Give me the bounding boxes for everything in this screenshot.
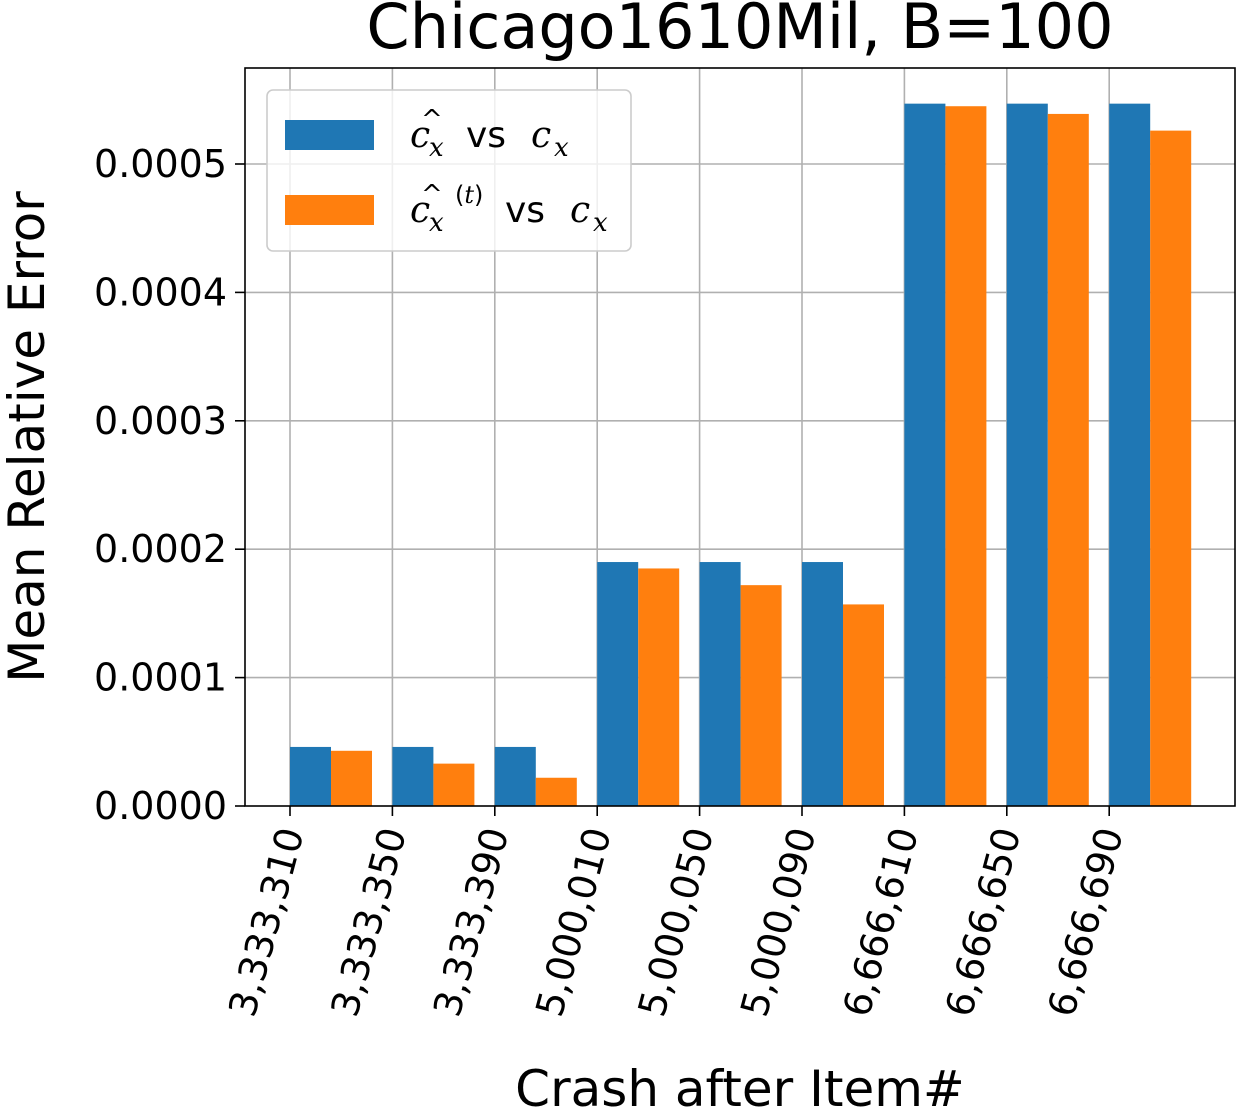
svg-text:c: c: [531, 115, 551, 156]
bar-series-0: [1006, 103, 1048, 807]
y-tick-label: 0.0004: [94, 270, 227, 314]
svg-text:c: c: [410, 115, 430, 156]
svg-text:vs: vs: [505, 190, 545, 231]
chart-title: Chicago1610Mil, B=100: [366, 0, 1113, 63]
bar-series-1: [843, 604, 884, 806]
svg-text:x: x: [554, 133, 569, 163]
bar-series-0: [290, 746, 331, 806]
bar-series-0: [904, 103, 946, 807]
legend-label-series-0-math: c ^ x vs c x: [410, 105, 569, 163]
y-axis-ticks: 0.0000 0.0001 0.0002 0.0003 0.0004 0.0005: [94, 142, 245, 828]
bar-series-0: [699, 562, 741, 806]
x-tick-label: 3,333,390: [425, 823, 518, 1021]
x-axis-ticks: 3,333,310 3,333,350 3,333,390 5,000,010 5,00…: [220, 806, 1132, 1021]
svg-text:^: ^: [421, 105, 443, 135]
y-tick-label: 0.0000: [94, 784, 227, 828]
x-tick-label: 6,666,650: [937, 823, 1030, 1021]
bar-series-1: [331, 750, 372, 806]
legend-swatch-series-1: [285, 195, 374, 225]
bar-series-1: [1047, 113, 1089, 806]
x-tick-label: 5,000,050: [630, 823, 723, 1021]
x-tick-label: 3,333,310: [220, 823, 313, 1021]
bar-series-0: [392, 746, 434, 806]
svg-text:x: x: [593, 208, 608, 238]
x-tick-label: 5,000,010: [527, 823, 620, 1021]
legend-label-series-1-math: c ^ x (t) vs c x: [410, 180, 608, 238]
y-axis-label: Mean Relative Error: [0, 191, 56, 683]
legend-swatch-series-0: [285, 120, 374, 150]
bar-series-0: [494, 746, 536, 806]
svg-text:^: ^: [421, 180, 443, 210]
bar-series-0: [1109, 103, 1151, 807]
svg-text:c: c: [570, 190, 590, 231]
bars: [290, 103, 1192, 807]
svg-text:c: c: [410, 190, 430, 231]
legend: c ^ x vs c x c ^ x (t) vs c x: [266, 89, 632, 252]
bar-series-0: [597, 562, 639, 806]
x-tick-label: 6,666,610: [835, 823, 928, 1021]
x-tick-label: 6,666,690: [1039, 823, 1132, 1021]
bar-series-1: [1150, 130, 1192, 807]
y-tick-label: 0.0002: [94, 527, 227, 571]
x-axis-label: Crash after Item#: [515, 1060, 965, 1118]
bar-series-1: [740, 585, 782, 806]
y-tick-label: 0.0001: [94, 656, 227, 700]
bar-series-0: [802, 562, 843, 806]
y-tick-label: 0.0003: [94, 399, 227, 443]
bar-series-1: [433, 763, 475, 806]
x-tick-label: 5,000,090: [732, 823, 825, 1021]
y-tick-label: 0.0005: [94, 142, 227, 186]
bar-series-1: [945, 106, 987, 807]
svg-text:(t): (t): [455, 181, 483, 209]
bar-series-1: [535, 777, 577, 806]
svg-text:x: x: [429, 133, 444, 163]
x-tick-label: 3,333,350: [323, 823, 416, 1021]
plot-frame: [244, 67, 1236, 807]
svg-text:x: x: [429, 208, 444, 238]
svg-text:vs: vs: [466, 115, 506, 156]
bar-series-1: [638, 568, 680, 806]
